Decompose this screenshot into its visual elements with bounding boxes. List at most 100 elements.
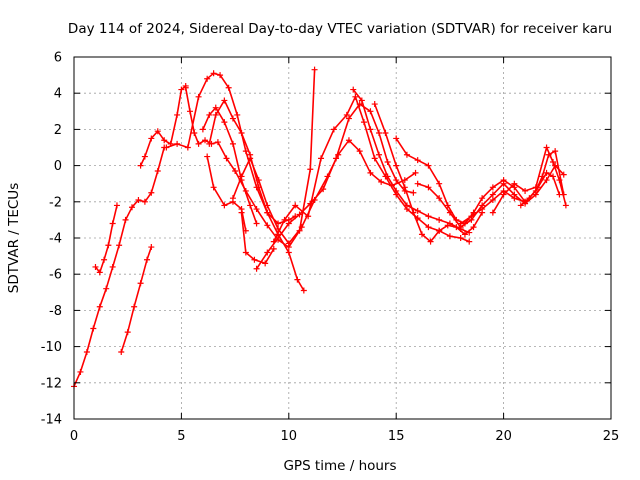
data-point [292,202,299,209]
data-point [96,303,103,310]
data-point [320,186,327,193]
data-point [264,202,271,209]
data-point [223,155,230,162]
data-point [210,70,217,77]
data-point [105,242,112,249]
data-point [262,260,269,267]
series-track [238,209,277,267]
data-point [522,187,529,194]
data-point [371,155,378,162]
data-point [238,209,245,216]
data-point [255,177,262,184]
data-point [556,177,563,184]
data-point [182,84,189,91]
data-point [403,151,410,158]
data-point [425,213,432,220]
data-point [154,168,161,175]
data-point [479,195,486,202]
series-track [229,137,419,247]
data-point [543,144,550,151]
x-tick-label: 5 [177,429,185,444]
series-line [206,155,247,232]
data-point [199,126,206,133]
data-point [446,209,453,216]
y-tick-label: -14 [41,413,62,428]
data-point [232,168,239,175]
series-track [517,169,563,209]
y-tick-label: -4 [49,232,62,247]
data-point [238,173,245,180]
y-tick-label: 0 [54,159,62,174]
data-point [270,238,277,245]
data-point [229,195,236,202]
data-point [253,206,260,213]
series-line [165,72,296,225]
data-point [101,256,108,263]
data-point [517,202,524,209]
data-point [425,224,432,231]
data-point [214,139,221,146]
data-point [163,144,170,151]
data-point [543,169,550,176]
data-point [148,244,155,251]
data-point [184,144,191,151]
data-point [414,180,421,187]
data-point [489,191,496,198]
data-point [393,162,400,169]
data-point [343,111,350,118]
data-point [251,256,258,263]
data-point [118,349,125,356]
data-point [345,137,352,144]
data-point [202,137,209,144]
data-point [238,130,245,137]
data-point [550,158,557,165]
data-point [270,245,277,252]
y-tick-label: 2 [54,123,62,138]
data-point [210,184,217,191]
data-point [457,220,464,227]
y-tick-label: -6 [49,268,62,283]
data-point [489,184,496,191]
data-point [356,148,363,155]
data-point [384,173,391,180]
data-point [221,202,228,209]
data-point [410,209,417,216]
grid [74,57,611,419]
data-point [221,119,228,126]
data-point [253,220,260,227]
series-track [253,101,417,272]
series-line [240,211,275,265]
data-point [141,153,148,160]
series-line [120,246,153,353]
series-line [255,103,415,270]
y-tick-label: 4 [54,87,62,102]
data-point [401,184,408,191]
series-track [371,101,486,245]
data-point [174,140,181,147]
data-point [191,130,198,137]
data-point [90,325,97,332]
data-point [393,187,400,194]
data-point [131,303,138,310]
data-point [83,349,90,356]
data-point [154,128,161,135]
data-point [204,153,211,160]
data-point [113,202,120,209]
data-point [425,162,432,169]
series-line [202,106,258,225]
y-tick-label: -12 [41,376,62,391]
data-point [174,111,181,118]
data-point [382,130,389,137]
data-series [71,66,569,390]
data-point [562,202,569,209]
data-point [410,189,417,196]
y-tick-label: -8 [49,304,62,319]
data-point [414,207,421,214]
data-point [242,249,249,256]
data-point [489,209,496,216]
data-point [511,180,518,187]
data-point [281,216,288,223]
data-point [264,249,271,256]
data-point [345,115,352,122]
